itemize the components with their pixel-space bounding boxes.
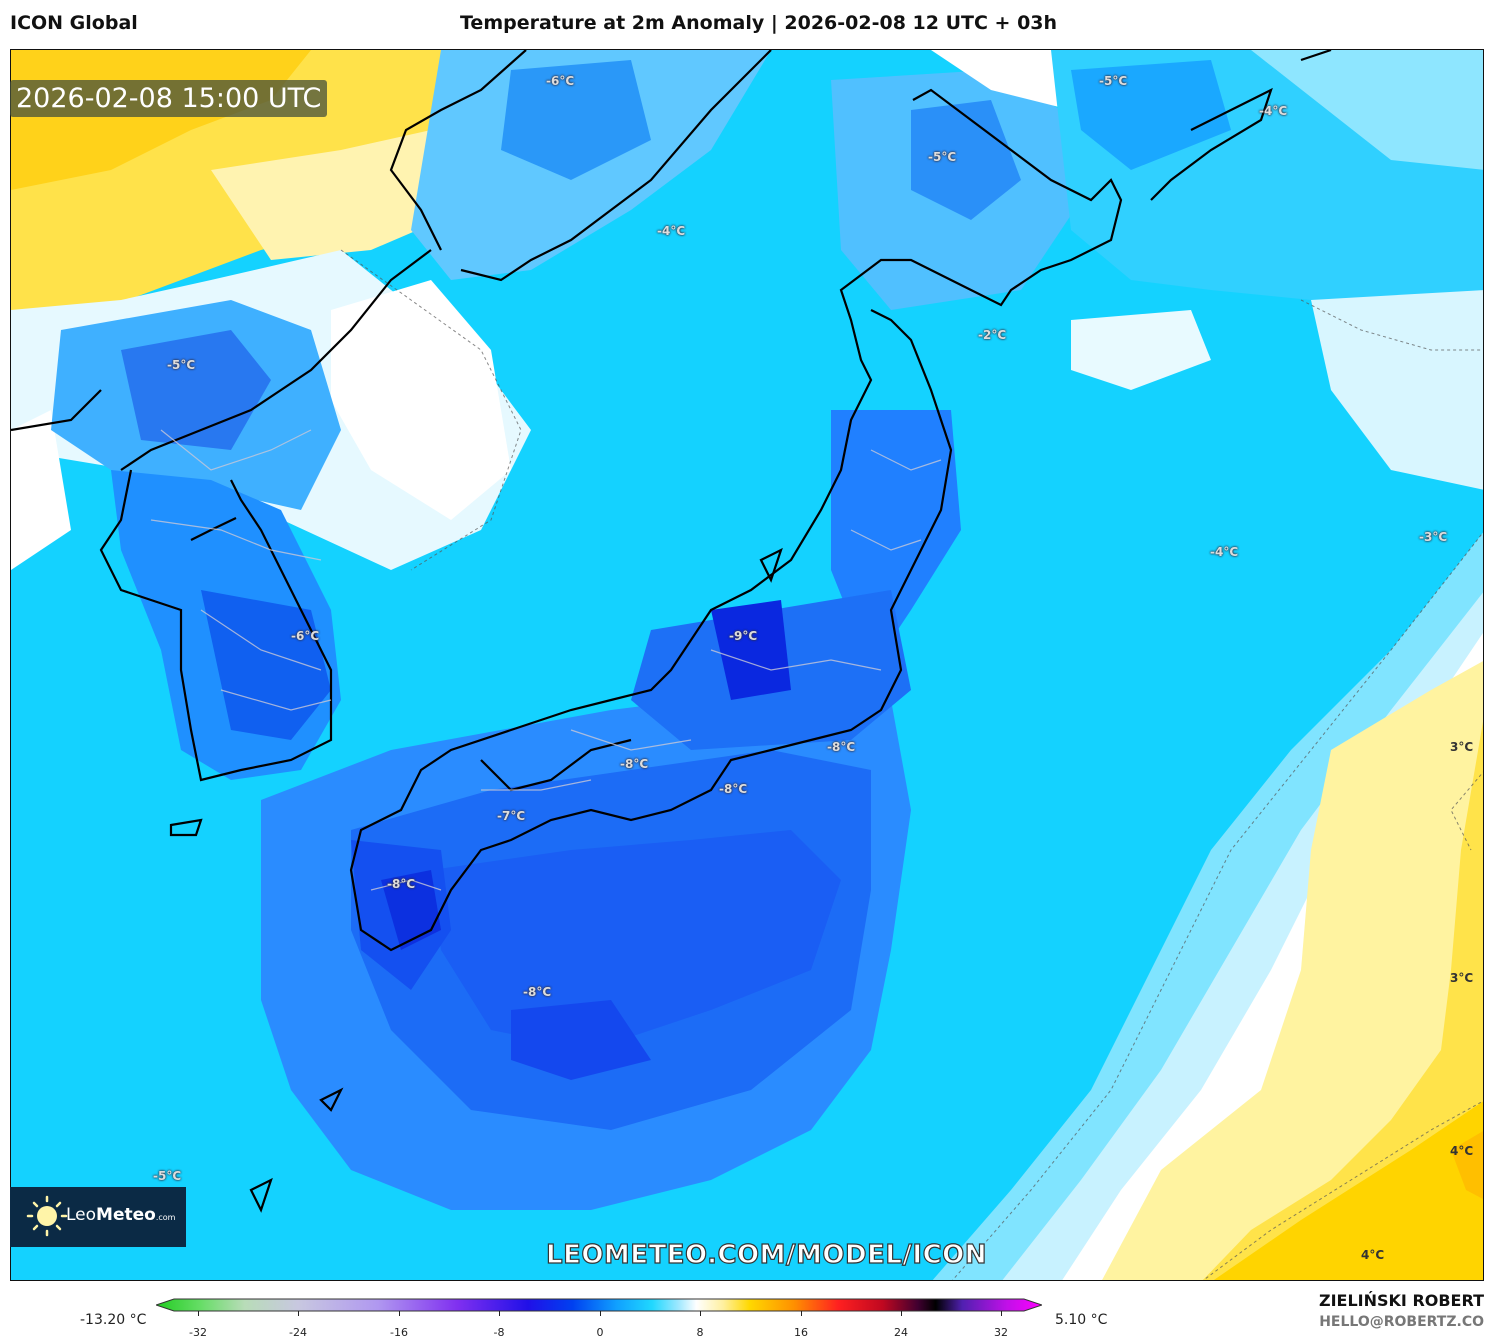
colorbar-tick: -24 <box>289 1326 307 1339</box>
colorbar-tickmark <box>499 1311 500 1316</box>
colorbar-max-label: 5.10 °C <box>1055 1312 1108 1328</box>
temp-label: -8°C <box>827 740 856 754</box>
temp-label: -9°C <box>729 629 758 643</box>
logo-text: LeoMeteo.com <box>66 1205 176 1225</box>
temp-label: -5°C <box>1099 74 1128 88</box>
colorbar-tick: -8 <box>493 1326 505 1339</box>
colorbar-tickmark <box>198 1311 199 1316</box>
colorbar-tick: 0 <box>596 1326 604 1339</box>
valid-time-badge: 2026-02-08 15:00 UTC <box>10 80 328 117</box>
temp-label: 4°C <box>1361 1248 1385 1262</box>
source-watermark: LEOMETEO.COM/MODEL/ICON <box>545 1239 988 1270</box>
colorbar-tickmark <box>399 1311 400 1316</box>
temp-label: -3°C <box>1419 530 1448 544</box>
temp-label: -4°C <box>1259 104 1288 118</box>
colorbar <box>156 1298 1042 1312</box>
model-name: ICON Global <box>10 12 138 34</box>
temp-label: -2°C <box>978 328 1007 342</box>
temp-label: 4°C <box>1450 1144 1474 1158</box>
colorbar-min-label: -13.20 °C <box>80 1312 147 1328</box>
temp-label: -8°C <box>387 877 416 891</box>
temp-label: -8°C <box>620 757 649 771</box>
colorbar-tickmark <box>801 1311 802 1316</box>
temp-label: -5°C <box>167 358 196 372</box>
colorbar-tickmark <box>700 1311 701 1316</box>
temp-label: -8°C <box>523 985 552 999</box>
colorbar-tickmark <box>600 1311 601 1316</box>
leometeo-logo[interactable]: LeoMeteo.com <box>10 1187 186 1247</box>
colorbar-tick: 8 <box>696 1326 704 1339</box>
anomaly-map[interactable]: -6°C -4°C -5°C -4°C -5°C -2°C -5°C -4°C … <box>10 49 1484 1281</box>
temp-label: -7°C <box>497 809 526 823</box>
colorbar-tickmark <box>901 1311 902 1316</box>
colorbar-tick: 24 <box>894 1326 908 1339</box>
temp-label: -8°C <box>719 782 748 796</box>
colorbar-tick: -16 <box>390 1326 408 1339</box>
temp-label: -6°C <box>291 629 320 643</box>
temp-label: -5°C <box>153 1169 182 1183</box>
colorbar-tickmark <box>1001 1311 1002 1316</box>
author-email[interactable]: HELLO@ROBERTZ.CO <box>1319 1314 1484 1330</box>
temp-label: 3°C <box>1450 971 1474 985</box>
colorbar-tickmark <box>298 1311 299 1316</box>
temp-label: -4°C <box>1210 545 1239 559</box>
sun-icon <box>26 1195 68 1237</box>
colorbar-tick: -32 <box>189 1326 207 1339</box>
chart-title: Temperature at 2m Anomaly | 2026-02-08 1… <box>460 12 1058 34</box>
temp-label: -6°C <box>546 74 575 88</box>
temp-label: 3°C <box>1450 740 1474 754</box>
temp-label: -4°C <box>657 224 686 238</box>
map-fill <box>11 50 1483 1280</box>
author-name: ZIELIŃSKI ROBERT <box>1318 1291 1484 1310</box>
colorbar-tick: 16 <box>794 1326 808 1339</box>
colorbar-tick: 32 <box>994 1326 1008 1339</box>
temp-label: -5°C <box>928 150 957 164</box>
